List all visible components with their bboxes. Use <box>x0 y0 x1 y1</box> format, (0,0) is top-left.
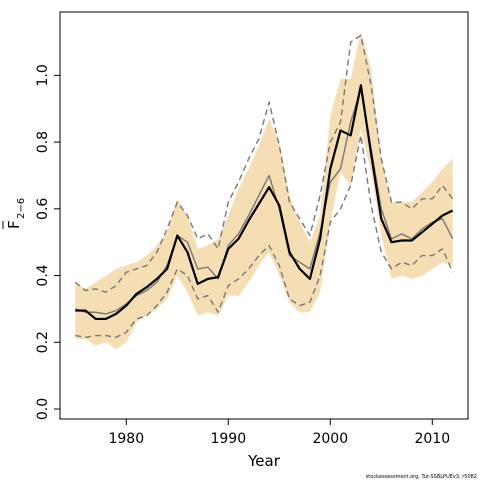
x-axis-title: Year <box>247 452 281 470</box>
y-tick-label: 0.0 <box>35 398 51 420</box>
confidence-band-layer <box>75 32 453 349</box>
alt-estimate-line <box>75 88 454 315</box>
x-axis: 1980 1990 2000 2010 <box>108 419 450 447</box>
x-tick-label: 1990 <box>210 431 246 447</box>
alt-lower-dashed-line <box>75 134 454 338</box>
x-tick-label: 2010 <box>414 431 450 447</box>
y-axis: 0.0 0.2 0.4 0.6 0.8 1.0 <box>35 64 60 420</box>
y-tick-label: 0.2 <box>35 331 51 353</box>
estimate-line <box>75 84 454 321</box>
y-tick-label: 0.4 <box>35 264 51 286</box>
y-tick-label: 0.6 <box>35 198 51 220</box>
y-axis-title-main: F <box>5 220 23 229</box>
credit-text: stockassessment.org, Tur-SSBLPUEv3, r508… <box>366 474 477 480</box>
alt-upper-dashed-line <box>74 34 454 293</box>
x-tick-label: 2000 <box>312 431 348 447</box>
plot-frame <box>59 11 469 420</box>
x-tick-label: 1980 <box>108 431 144 447</box>
y-tick-label: 0.8 <box>35 131 51 153</box>
y-axis-title: F 2−6 <box>2 198 27 229</box>
confidence-band <box>75 32 453 349</box>
y-tick-label: 1.0 <box>35 64 51 86</box>
y-axis-title-sub: 2−6 <box>16 198 27 219</box>
series-lines-layer <box>74 34 454 338</box>
